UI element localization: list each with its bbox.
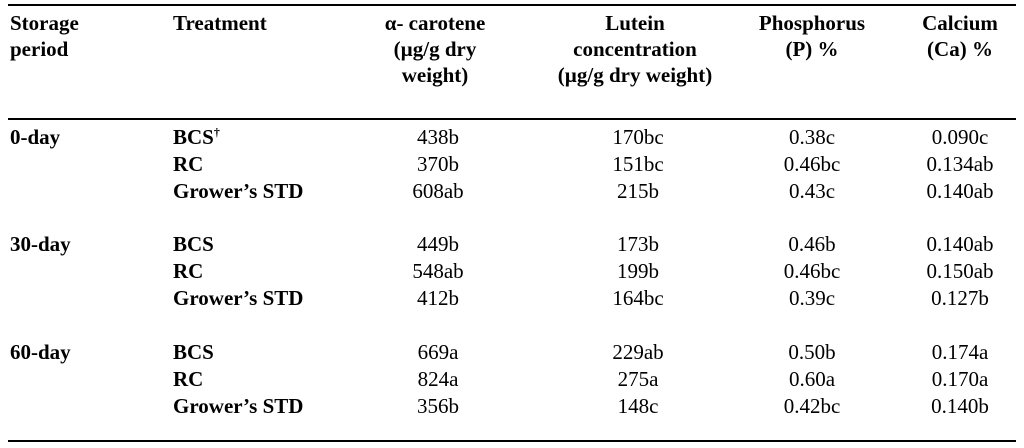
header-line: Treatment (173, 11, 267, 35)
phosphorus-cell: 0.46b (788, 232, 836, 256)
lutein-cell: 229ab (612, 340, 664, 364)
storage-period-label: 30-day (10, 232, 71, 256)
storage-period-label: 60-day (10, 340, 71, 364)
lutein-cell: 148c (617, 394, 659, 418)
phosphorus-cell: 0.43c (788, 179, 836, 203)
treatment-name: Grower’s STD (173, 179, 304, 203)
phosphorus-cell: 0.60a (788, 367, 836, 391)
treatment-name: Grower’s STD (173, 286, 304, 310)
treatment-cell: RC (173, 151, 203, 177)
calcium-cell: 0.140ab (926, 232, 994, 256)
header-lutein: Lutein concentration (µg/g dry weight) (535, 10, 735, 88)
phosphorus-cell: 0.39c (788, 286, 836, 310)
treatment-name: RC (173, 259, 204, 283)
treatment-cell: BCS† (173, 124, 220, 150)
header-line: (µg/g dry weight) (557, 63, 713, 87)
header-line: (Ca) % (927, 37, 993, 61)
top-rule (8, 4, 1016, 6)
calcium-cell: 0.170a (931, 367, 989, 391)
header-line: (P) % (785, 37, 839, 61)
footnote-mark: † (213, 125, 220, 139)
bottom-rule (8, 440, 1016, 442)
treatment-cell: BCS (173, 231, 214, 257)
alpha-carotene-cell: 356b (417, 394, 459, 418)
header-line: weight) (401, 63, 469, 87)
treatment-cell: Grower’s STD (173, 285, 303, 311)
treatment-cell: RC (173, 258, 203, 284)
alpha-carotene-cell: 548ab (412, 259, 464, 283)
treatment-name: RC (173, 152, 204, 176)
header-alpha-carotene: α- carotene (µg/g dry weight) (355, 10, 515, 88)
calcium-cell: 0.174a (931, 340, 989, 364)
calcium-cell: 0.127b (931, 286, 989, 310)
header-line: (µg/g dry (393, 37, 477, 61)
header-line: Lutein (605, 11, 665, 35)
phosphorus-cell: 0.46bc (783, 152, 841, 176)
header-line: Storage (10, 11, 79, 35)
treatment-cell: RC (173, 366, 203, 392)
header-line: concentration (573, 37, 697, 61)
alpha-carotene-cell: 438b (417, 125, 459, 149)
alpha-carotene-cell: 824a (417, 367, 459, 391)
alpha-carotene-cell: 669a (417, 340, 459, 364)
treatment-name: BCS (173, 340, 214, 364)
lutein-cell: 173b (617, 232, 659, 256)
storage-period-label: 0-day (10, 125, 61, 149)
lutein-cell: 275a (617, 367, 659, 391)
calcium-cell: 0.140ab (926, 179, 994, 203)
header-phosphorus: Phosphorus (P) % (742, 10, 882, 62)
phosphorus-cell: 0.38c (788, 125, 836, 149)
header-line: α- carotene (384, 11, 486, 35)
header-calcium: Calcium (Ca) % (900, 10, 1020, 62)
calcium-cell: 0.140b (931, 394, 989, 418)
treatment-name: Grower’s STD (173, 394, 304, 418)
lutein-cell: 215b (617, 179, 659, 203)
calcium-cell: 0.090c (931, 125, 989, 149)
phosphorus-cell: 0.42bc (783, 394, 841, 418)
header-line: Phosphorus (758, 11, 866, 35)
header-treatment: Treatment (173, 10, 373, 36)
treatment-cell: Grower’s STD (173, 393, 303, 419)
lutein-cell: 199b (617, 259, 659, 283)
alpha-carotene-cell: 412b (417, 286, 459, 310)
lutein-cell: 151bc (612, 152, 664, 176)
calcium-cell: 0.150ab (926, 259, 994, 283)
phosphorus-cell: 0.46bc (783, 259, 841, 283)
header-rule (8, 118, 1016, 120)
alpha-carotene-cell: 370b (417, 152, 459, 176)
lutein-cell: 170bc (612, 125, 664, 149)
alpha-carotene-cell: 608ab (412, 179, 464, 203)
lutein-cell: 164bc (612, 286, 664, 310)
treatment-cell: Grower’s STD (173, 178, 303, 204)
treatment-cell: BCS (173, 339, 214, 365)
treatment-name: BCS (173, 125, 214, 149)
header-line: period (10, 37, 69, 61)
header-storage-period: Storage period (10, 10, 160, 62)
phosphorus-cell: 0.50b (788, 340, 836, 364)
calcium-cell: 0.134ab (926, 152, 994, 176)
header-line: Calcium (922, 11, 998, 35)
treatment-name: BCS (173, 232, 214, 256)
alpha-carotene-cell: 449b (417, 232, 459, 256)
treatment-name: RC (173, 367, 204, 391)
